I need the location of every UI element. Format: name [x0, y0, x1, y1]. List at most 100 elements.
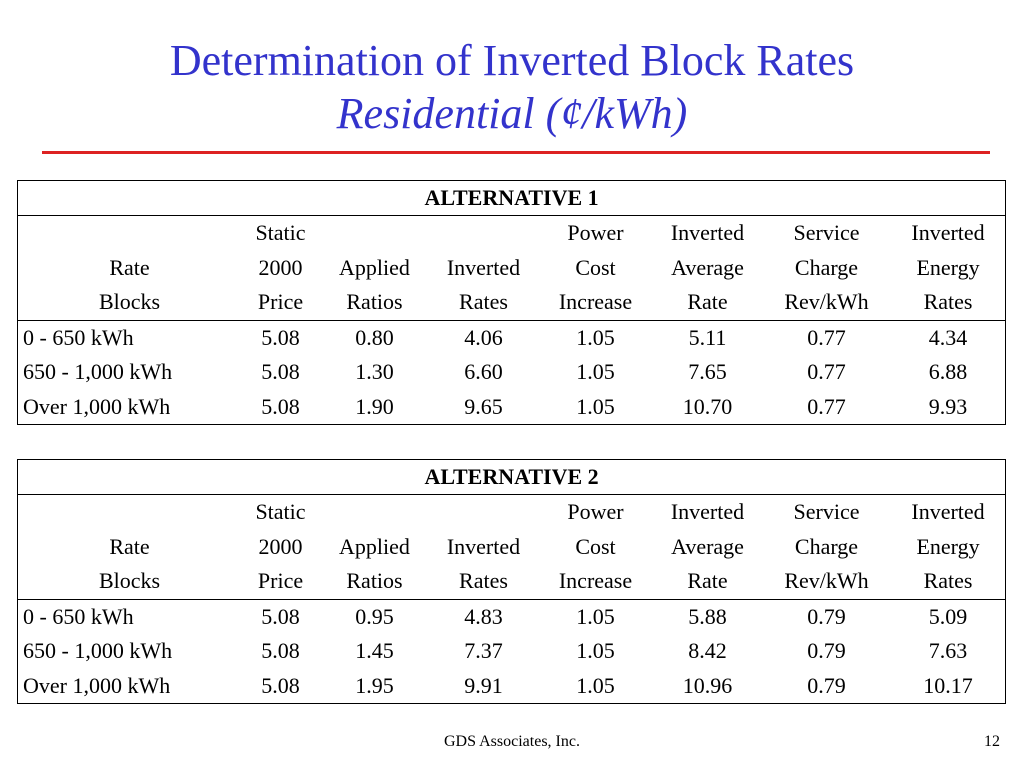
alternative-title: ALTERNATIVE 1 [18, 181, 1006, 216]
header-cell: Rates [429, 285, 538, 321]
data-cell: 5.09 [928, 603, 968, 629]
slide-subtitle: Residential (¢/kWh) [336, 89, 688, 138]
data-cell: 7.65 [688, 359, 727, 385]
data-cell: 0.79 [807, 638, 846, 664]
header-cell [429, 216, 538, 251]
data-cell: 9.91 [464, 672, 503, 698]
alternative-1-table: ALTERNATIVE 1 Static Power Inverted Serv… [18, 181, 1006, 425]
header-cell [18, 495, 241, 530]
data-cell: 7.37 [464, 638, 503, 664]
header-cell: Inverted [670, 220, 745, 246]
rate-block-cell: Over 1,000 kWh [23, 672, 171, 698]
table-row: 0 - 650 kWh 5.08 0.95 4.83 1.05 5.88 0.7… [18, 599, 1005, 634]
alternative-2-table: ALTERNATIVE 2 Static Power Inverted Serv… [18, 460, 1006, 704]
header-cell: Price [241, 285, 320, 321]
header-cell: Blocks [18, 564, 241, 600]
data-cell: 1.05 [576, 603, 615, 629]
data-cell: 10.70 [682, 393, 733, 419]
table-row: Over 1,000 kWh 5.08 1.90 9.65 1.05 10.70… [18, 390, 1005, 425]
header-cell: Charge [794, 254, 859, 280]
data-cell: 5.08 [261, 672, 300, 698]
page-number: 12 [984, 733, 1000, 750]
alternative-1-table-box: ALTERNATIVE 1 Static Power Inverted Serv… [17, 180, 1006, 425]
header-cell [320, 495, 429, 530]
rate-block-cell: 0 - 650 kWh [23, 324, 134, 350]
data-cell: 9.65 [464, 393, 503, 419]
rate-block-cell: 0 - 650 kWh [23, 603, 134, 629]
header-cell: Rate [109, 533, 150, 559]
data-cell: 5.08 [261, 324, 300, 350]
data-cell: 0.77 [807, 324, 846, 350]
data-cell: 1.05 [576, 359, 615, 385]
data-cell: 5.08 [261, 603, 300, 629]
data-cell: 0.80 [355, 324, 394, 350]
data-cell: 5.88 [688, 603, 727, 629]
data-cell: 1.45 [355, 638, 394, 664]
header-cell: Rate [653, 564, 762, 600]
header-cell: Ratios [320, 564, 429, 600]
header-cell: Increase [538, 564, 653, 600]
data-cell: 0.77 [807, 359, 846, 385]
data-cell: 1.95 [355, 672, 394, 698]
alternative-2-table-box: ALTERNATIVE 2 Static Power Inverted Serv… [17, 459, 1006, 704]
data-cell: 0.95 [355, 603, 394, 629]
header-cell: Cost [575, 254, 616, 280]
data-cell: 4.06 [464, 324, 503, 350]
rate-block-cell: 650 - 1,000 kWh [23, 359, 173, 385]
data-cell: 1.90 [355, 393, 394, 419]
header-cell: Inverted [911, 220, 985, 246]
slide-title: Determination of Inverted Block Rates [169, 36, 855, 85]
header-cell: Rates [891, 285, 1006, 321]
rate-block-cell: Over 1,000 kWh [23, 393, 171, 419]
header-cell: Rate [109, 254, 150, 280]
data-cell: 1.30 [355, 359, 394, 385]
data-cell: 1.05 [576, 638, 615, 664]
table-row: 0 - 650 kWh 5.08 0.80 4.06 1.05 5.11 0.7… [18, 320, 1005, 355]
header-cell: Inverted [670, 499, 745, 525]
data-cell: 1.05 [576, 672, 615, 698]
table-row: 650 - 1,000 kWh 5.08 1.30 6.60 1.05 7.65… [18, 355, 1005, 390]
data-cell: 6.88 [928, 359, 968, 385]
data-cell: 5.08 [261, 359, 300, 385]
header-cell: 2000 [258, 254, 303, 280]
header-cell: Ratios [320, 285, 429, 321]
header-cell: Energy [916, 533, 980, 559]
header-cell: Price [241, 564, 320, 600]
data-cell: 0.77 [807, 393, 846, 419]
header-cell: Power [567, 220, 624, 246]
footer-company: GDS Associates, Inc. [444, 733, 580, 750]
header-cell: Increase [538, 285, 653, 321]
data-cell: 7.63 [928, 638, 968, 664]
header-cell [18, 216, 241, 251]
header-cell: Service [793, 499, 860, 525]
table-row: 650 - 1,000 kWh 5.08 1.45 7.37 1.05 8.42… [18, 634, 1005, 669]
data-cell: 0.79 [807, 672, 846, 698]
header-cell [320, 216, 429, 251]
header-cell: Rev/kWh [762, 564, 891, 600]
header-cell: Inverted [446, 254, 521, 280]
header-cell: Static [255, 220, 306, 246]
data-cell: 8.42 [688, 638, 727, 664]
table-row: Over 1,000 kWh 5.08 1.95 9.91 1.05 10.96… [18, 669, 1005, 704]
header-cell: Power [567, 499, 624, 525]
header-cell: Service [793, 220, 860, 246]
header-cell: Rates [429, 564, 538, 600]
header-cell: Applied [339, 533, 410, 559]
header-cell: Charge [794, 533, 859, 559]
data-cell: 6.60 [464, 359, 503, 385]
data-cell: 1.05 [576, 324, 615, 350]
header-cell: Inverted [446, 533, 521, 559]
title-underline [42, 151, 990, 154]
header-cell: Inverted [911, 499, 985, 525]
alternative-title: ALTERNATIVE 2 [18, 460, 1006, 495]
data-cell: 5.08 [261, 638, 300, 664]
header-cell: Rate [653, 285, 762, 321]
header-cell: Rev/kWh [762, 285, 891, 321]
header-cell: 2000 [258, 533, 303, 559]
data-cell: 4.34 [928, 324, 968, 350]
header-cell [429, 495, 538, 530]
data-cell: 4.83 [464, 603, 503, 629]
header-cell: Energy [916, 254, 980, 280]
data-cell: 10.17 [923, 672, 973, 698]
data-cell: 1.05 [576, 393, 615, 419]
